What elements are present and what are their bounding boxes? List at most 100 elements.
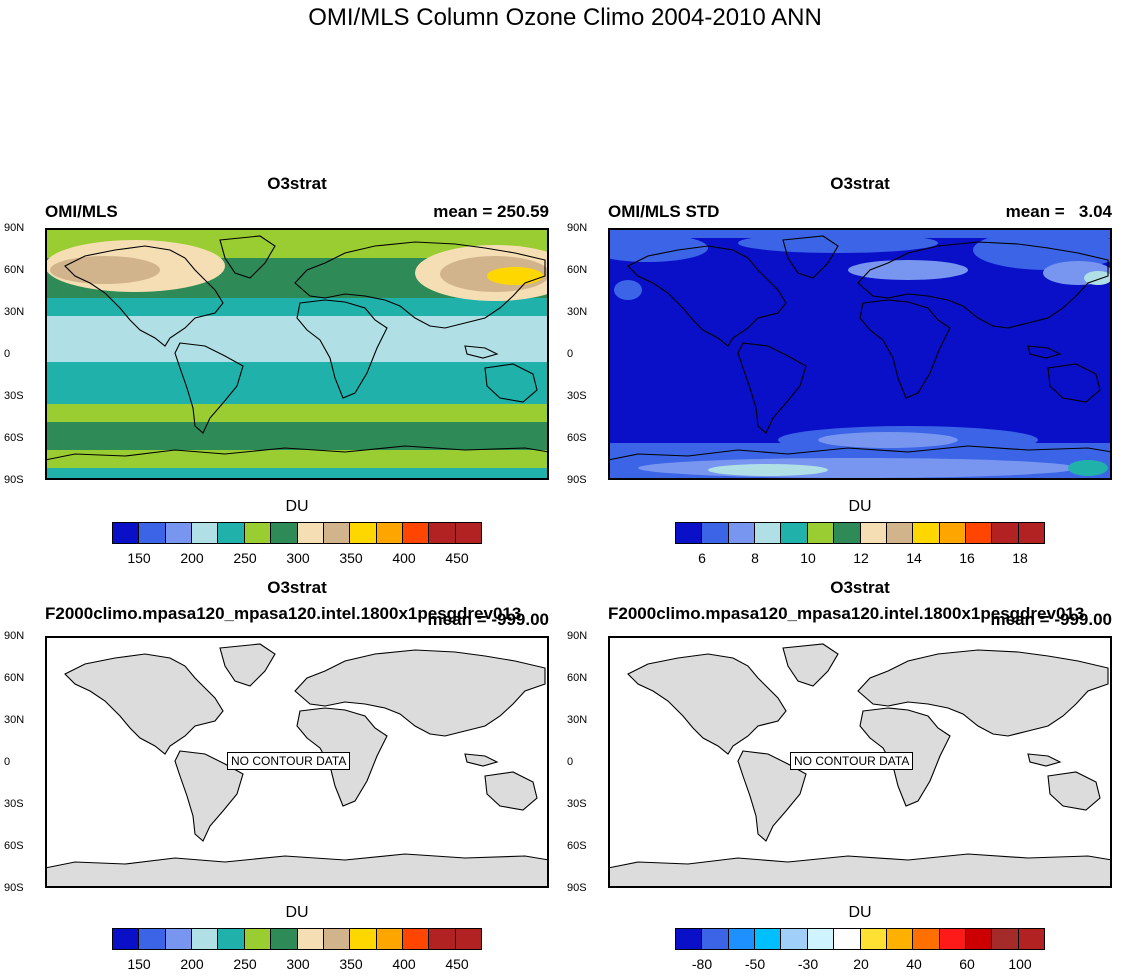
colorbar-swatch bbox=[992, 523, 1019, 543]
colorbar-swatch bbox=[192, 929, 219, 949]
colorbar-swatch bbox=[429, 929, 456, 949]
colorbar-label: 100 bbox=[1008, 956, 1032, 972]
colorbar-swatch bbox=[965, 929, 993, 949]
colorbar-swatch bbox=[165, 523, 193, 543]
colorbar-label: 60 bbox=[959, 956, 975, 972]
colorbar-swatch bbox=[402, 523, 430, 543]
colorbar-label: 12 bbox=[853, 550, 869, 566]
panel-mean-label: mean = 250.59 bbox=[433, 202, 549, 221]
colorbar-swatch bbox=[455, 523, 482, 543]
lat-label: 60S bbox=[567, 840, 587, 852]
ozone-std-contour-map bbox=[608, 228, 1112, 480]
colorbar-swatch bbox=[297, 523, 324, 543]
colorbar-swatch bbox=[939, 929, 966, 949]
colorbar-swatch bbox=[350, 523, 377, 543]
colorbar-swatch bbox=[807, 929, 835, 949]
colorbar-swatch bbox=[165, 929, 193, 949]
page-title: OMI/MLS Column Ozone Climo 2004-2010 ANN bbox=[308, 4, 822, 31]
colorbar-swatch bbox=[834, 929, 861, 949]
colorbar-label: 14 bbox=[906, 550, 922, 566]
colorbar-swatch bbox=[113, 523, 140, 543]
lat-label: 90S bbox=[567, 882, 587, 894]
panel-left-label: F2000climo.mpasa120_mpasa120.intel.1800x… bbox=[45, 604, 522, 623]
colorbar-swatch bbox=[323, 929, 351, 949]
lat-label: 30S bbox=[567, 390, 587, 402]
colorbar-label: -80 bbox=[691, 956, 713, 972]
lat-label: 60N bbox=[567, 672, 588, 684]
panel-title: O3strat bbox=[830, 174, 890, 193]
colorbar-swatch bbox=[323, 523, 351, 543]
colorbar-swatch bbox=[113, 929, 140, 949]
lat-label: 30N bbox=[4, 714, 25, 726]
colorbar-label: 8 bbox=[751, 550, 759, 566]
colorbar-swatch bbox=[271, 929, 298, 949]
colorbar bbox=[112, 928, 482, 950]
panel-mean-label: mean = -999.00 bbox=[990, 610, 1112, 629]
colorbar-label: 300 bbox=[286, 550, 310, 566]
ozone-contour-map bbox=[45, 228, 549, 480]
lat-label: 30N bbox=[4, 306, 25, 318]
colorbar-swatch bbox=[350, 929, 377, 949]
panel-omi-mls-std: O3strat OMI/MLS STD mean = 3.04 90N 60N … bbox=[563, 170, 1123, 570]
lat-label: 60S bbox=[4, 840, 24, 852]
colorbar-swatch bbox=[139, 929, 166, 949]
colorbar-swatch bbox=[402, 929, 430, 949]
lat-label: 90N bbox=[4, 222, 25, 234]
colorbar-swatch bbox=[244, 523, 272, 543]
panel-model: O3strat mean = -999.00 F2000climo.mpasa1… bbox=[0, 576, 560, 976]
colorbar-label: 450 bbox=[445, 956, 469, 972]
map-plot bbox=[608, 228, 1112, 480]
colorbar-label: 200 bbox=[180, 550, 204, 566]
lat-label: 90S bbox=[4, 882, 24, 894]
panel-left-label: OMI/MLS STD bbox=[608, 202, 720, 221]
colorbar-swatch bbox=[939, 523, 966, 543]
lat-label: 90N bbox=[4, 630, 25, 642]
map-frame bbox=[608, 228, 1112, 480]
colorbar-label: 250 bbox=[233, 550, 257, 566]
colorbar-label: 350 bbox=[339, 550, 363, 566]
lat-label: 30N bbox=[567, 306, 588, 318]
lat-label: 0 bbox=[567, 756, 574, 768]
colorbar-label: 16 bbox=[959, 550, 975, 566]
lat-label: 0 bbox=[4, 756, 11, 768]
colorbar-swatch bbox=[429, 523, 456, 543]
map-frame bbox=[608, 636, 1112, 888]
lat-label: 30S bbox=[4, 798, 24, 810]
colorbar-label: 150 bbox=[127, 550, 151, 566]
lat-label: 90N bbox=[567, 630, 588, 642]
colorbar-swatch bbox=[860, 523, 887, 543]
colorbar-swatch bbox=[781, 929, 808, 949]
colorbar-label: 18 bbox=[1012, 550, 1028, 566]
map-frame bbox=[45, 228, 549, 480]
colorbar-swatch bbox=[781, 523, 808, 543]
colorbar-label: 200 bbox=[180, 956, 204, 972]
colorbar-label: 400 bbox=[392, 550, 416, 566]
colorbar bbox=[675, 928, 1045, 950]
colorbar-swatch bbox=[1018, 523, 1045, 543]
panel-mean-label: mean = -999.00 bbox=[427, 610, 549, 629]
lat-label: 60S bbox=[567, 432, 587, 444]
colorbar-swatch bbox=[755, 523, 782, 543]
colorbar-label: 20 bbox=[853, 956, 869, 972]
colorbar-swatch bbox=[271, 523, 298, 543]
lat-label: 90S bbox=[567, 474, 587, 486]
colorbar-label: 300 bbox=[286, 956, 310, 972]
colorbar-label: 350 bbox=[339, 956, 363, 972]
colorbar-label: 40 bbox=[906, 956, 922, 972]
colorbar-swatch bbox=[834, 523, 861, 543]
map-plot bbox=[45, 228, 549, 480]
lat-label: 30S bbox=[567, 798, 587, 810]
panel-left-label: F2000climo.mpasa120_mpasa120.intel.1800x… bbox=[608, 604, 1085, 623]
colorbar-label: 450 bbox=[445, 550, 469, 566]
panel-title: O3strat bbox=[830, 578, 890, 597]
no-contour-data-label: NO CONTOUR DATA bbox=[790, 752, 914, 770]
lat-label: 30N bbox=[567, 714, 588, 726]
colorbar-swatch bbox=[728, 523, 756, 543]
lat-label: 90N bbox=[567, 222, 588, 234]
colorbar-label: 10 bbox=[800, 550, 816, 566]
lat-label: 90S bbox=[4, 474, 24, 486]
colorbar bbox=[112, 522, 482, 544]
lat-label: 60N bbox=[4, 264, 25, 276]
colorbar-label: 400 bbox=[392, 956, 416, 972]
panel-mean-label: mean = 3.04 bbox=[1005, 202, 1112, 221]
